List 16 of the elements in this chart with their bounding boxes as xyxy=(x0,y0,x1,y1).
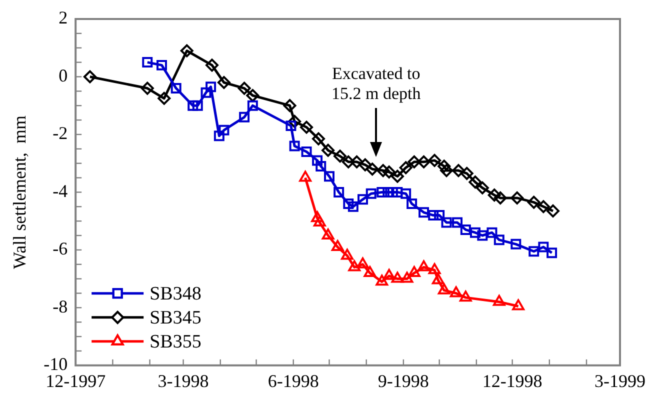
legend-label: SB355 xyxy=(150,331,202,352)
legend-label: SB348 xyxy=(150,283,202,304)
annotation: Excavated to 15.2 m depth xyxy=(331,64,422,103)
y-tick-label: 0 xyxy=(58,65,68,86)
x-tick-label: 12-1998 xyxy=(482,370,542,391)
y-tick-label: 2 xyxy=(58,8,68,28)
legend-label: SB345 xyxy=(150,307,202,328)
y-tick-label: -2 xyxy=(52,123,68,144)
x-tick-label: 6-1998 xyxy=(268,370,319,391)
y-tick-label: -4 xyxy=(52,180,68,201)
x-tick-label: 3-1998 xyxy=(158,370,209,391)
x-tick-label: 3-1999 xyxy=(594,370,646,391)
y-tick-label: -6 xyxy=(52,238,68,259)
x-tick-label: 9-1998 xyxy=(378,370,429,391)
y-tick-label: -8 xyxy=(52,296,68,316)
y-axis-title: Wall settlement, mm xyxy=(10,115,30,269)
